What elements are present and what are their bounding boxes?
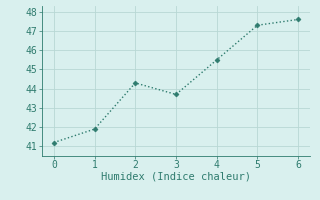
- X-axis label: Humidex (Indice chaleur): Humidex (Indice chaleur): [101, 172, 251, 182]
